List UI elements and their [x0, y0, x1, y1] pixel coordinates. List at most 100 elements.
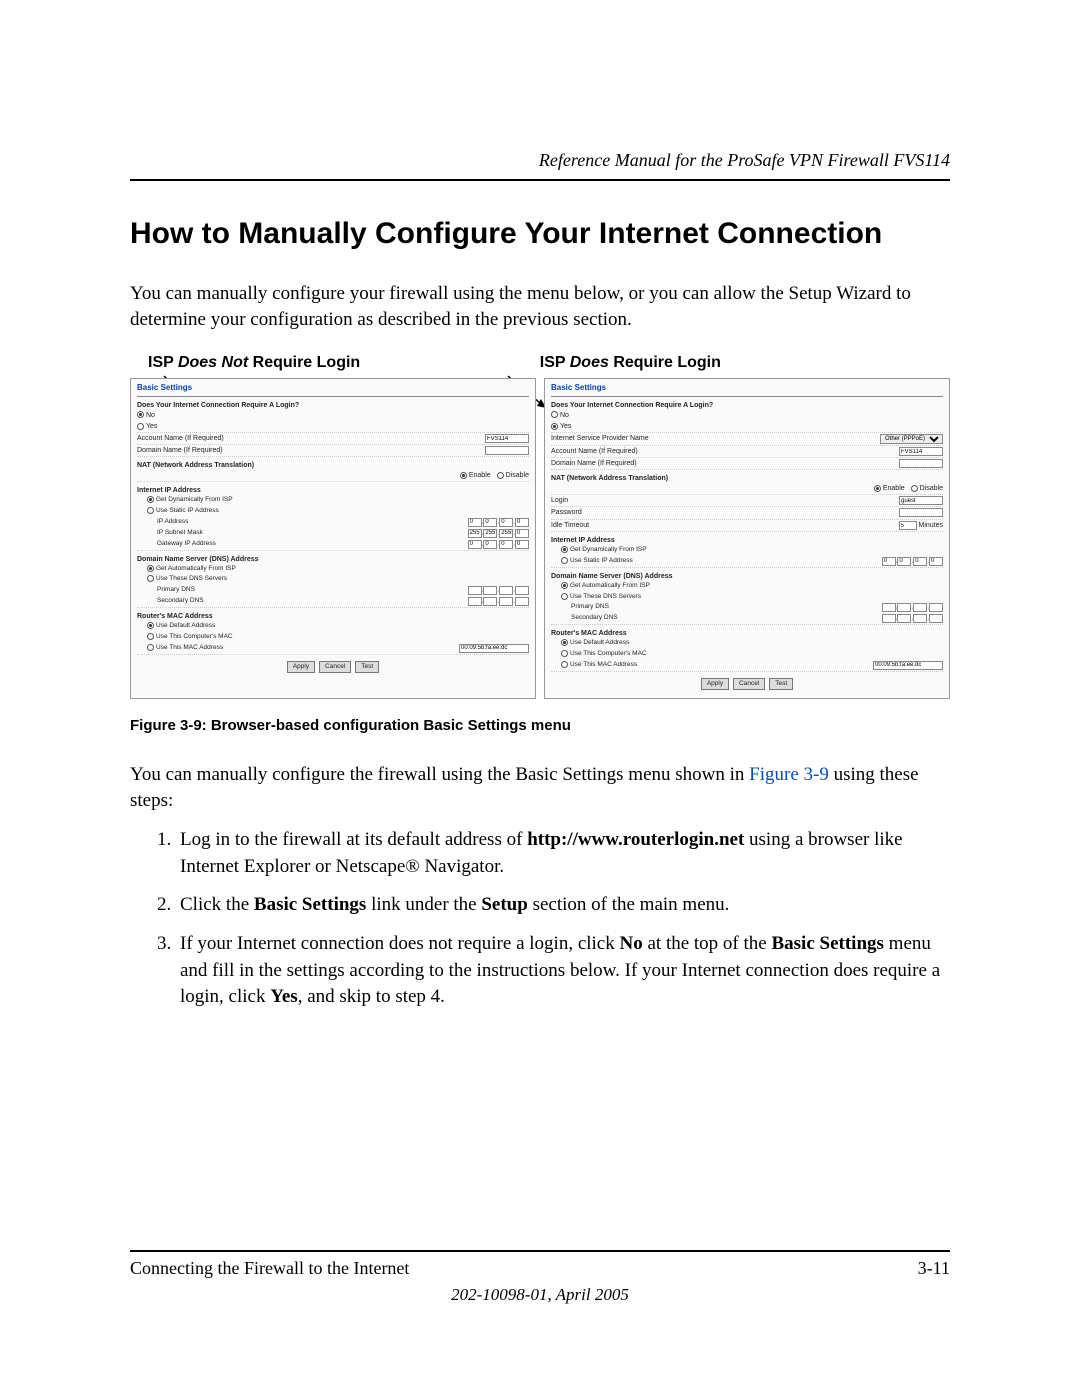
- ip-address-label: IP Address: [147, 518, 188, 526]
- secondary-dns-label: Secondary DNS: [147, 597, 204, 605]
- text: , and skip to step 4.: [298, 986, 445, 1007]
- cancel-button[interactable]: Cancel: [319, 661, 351, 673]
- text: ISP: [148, 354, 178, 371]
- nat-enable-label: Enable: [883, 485, 905, 492]
- ip-address-input[interactable]: ...: [882, 557, 943, 566]
- password-label: Password: [551, 508, 582, 517]
- bold: Yes: [270, 986, 297, 1007]
- text-em: Does Not: [178, 354, 248, 371]
- primary-dns-input[interactable]: ...: [468, 586, 529, 595]
- footer-rule: [130, 1250, 950, 1252]
- ip-address-input[interactable]: ...: [468, 518, 529, 527]
- static-ip-radio[interactable]: [147, 507, 154, 514]
- apply-button[interactable]: Apply: [701, 678, 729, 690]
- primary-dns-input[interactable]: ...: [882, 603, 943, 612]
- text: link under the: [366, 894, 481, 915]
- mac-default-radio[interactable]: [561, 639, 568, 646]
- text: Require Login: [248, 354, 360, 371]
- dns-auto-radio[interactable]: [147, 565, 154, 572]
- radio-no[interactable]: [137, 411, 144, 418]
- dyn-ip-label: Get Dynamically From ISP: [156, 497, 233, 504]
- gateway-input[interactable]: ...: [468, 540, 529, 549]
- secondary-dns-label: Secondary DNS: [561, 614, 618, 622]
- test-button[interactable]: Test: [769, 678, 793, 690]
- post-figure-paragraph: You can manually configure the firewall …: [130, 762, 950, 813]
- mac-thiscomp-radio[interactable]: [561, 650, 568, 657]
- mac-default-label: Use Default Address: [156, 622, 215, 629]
- dns-auto-radio[interactable]: [561, 582, 568, 589]
- nat-enable-radio[interactable]: [460, 472, 467, 479]
- dns-manual-label: Use These DNS Servers: [156, 576, 227, 583]
- bold: No: [620, 933, 643, 954]
- fig-heading-left: ISP Does Not Require Login: [130, 354, 532, 372]
- mac-custom-radio[interactable]: [561, 661, 568, 668]
- mac-input[interactable]: [873, 661, 943, 670]
- account-name-input[interactable]: [485, 434, 529, 443]
- text: If your Internet connection does not req…: [180, 933, 620, 954]
- dns-manual-label: Use These DNS Servers: [570, 593, 641, 600]
- radio-yes[interactable]: [137, 423, 144, 430]
- login-question: Does Your Internet Connection Require A …: [137, 401, 529, 410]
- account-name-label: Account Name (If Required): [137, 434, 224, 443]
- mac-thiscomp-radio[interactable]: [147, 633, 154, 640]
- mac-thiscomp-label: Use This Computer's MAC: [156, 633, 233, 640]
- step-1: Log in to the firewall at its default ad…: [176, 827, 950, 880]
- mac-custom-radio[interactable]: [147, 644, 154, 651]
- figure-crossref-link[interactable]: Figure 3-9: [749, 764, 829, 785]
- text: section of the main menu.: [528, 894, 730, 915]
- cancel-button[interactable]: Cancel: [733, 678, 765, 690]
- subnet-input[interactable]: ...: [468, 529, 529, 538]
- text: Log in to the firewall at its default ad…: [180, 829, 527, 850]
- panel-title: Basic Settings: [137, 383, 529, 396]
- domain-name-label: Domain Name (If Required): [137, 446, 223, 455]
- domain-name-label: Domain Name (If Required): [551, 459, 637, 468]
- fig-heading-right: ISP Does Require Login: [532, 354, 950, 372]
- login-label: Login: [551, 496, 568, 505]
- nat-disable-radio[interactable]: [497, 472, 504, 479]
- dyn-ip-label: Get Dynamically From ISP: [570, 546, 647, 553]
- static-ip-radio[interactable]: [561, 557, 568, 564]
- secondary-dns-input[interactable]: ...: [468, 597, 529, 606]
- idle-input[interactable]: [899, 521, 917, 530]
- text: Require Login: [609, 354, 721, 371]
- static-ip-label: Use Static IP Address: [570, 557, 633, 564]
- static-ip-label: Use Static IP Address: [156, 507, 219, 514]
- default-url: http://www.routerlogin.net: [527, 829, 744, 850]
- nat-disable-radio[interactable]: [911, 485, 918, 492]
- bold: Basic Settings: [771, 933, 883, 954]
- dns-manual-radio[interactable]: [561, 593, 568, 600]
- gateway-label: Gateway IP Address: [147, 540, 216, 548]
- dns-auto-label: Get Automatically From ISP: [570, 582, 650, 589]
- mac-custom-label: Use This MAC Address: [570, 661, 637, 668]
- nat-enable-radio[interactable]: [874, 485, 881, 492]
- dns-manual-radio[interactable]: [147, 575, 154, 582]
- test-button[interactable]: Test: [355, 661, 379, 673]
- mac-input[interactable]: [459, 644, 529, 653]
- figure-3-9: ISP Does Not Require Login ISP Does Requ…: [130, 354, 950, 734]
- isp-select[interactable]: Other (PPPoE): [880, 434, 943, 444]
- mac-label: Router's MAC Address: [137, 612, 529, 621]
- radio-no[interactable]: [551, 411, 558, 418]
- domain-name-input[interactable]: [485, 446, 529, 455]
- password-input[interactable]: [899, 508, 943, 517]
- internet-ip-label: Internet IP Address: [137, 486, 529, 495]
- mac-default-radio[interactable]: [147, 622, 154, 629]
- step-3: If your Internet connection does not req…: [176, 931, 950, 1011]
- secondary-dns-input[interactable]: ...: [882, 614, 943, 623]
- footer-docnum-date: 202-10098-01, April 2005: [130, 1285, 950, 1305]
- radio-yes-label: Yes: [560, 423, 571, 430]
- running-header: Reference Manual for the ProSafe VPN Fir…: [130, 150, 950, 171]
- login-input[interactable]: [899, 496, 943, 505]
- footer-chapter: Connecting the Firewall to the Internet: [130, 1258, 409, 1279]
- radio-yes-label: Yes: [146, 423, 157, 430]
- primary-dns-label: Primary DNS: [561, 603, 609, 611]
- radio-yes[interactable]: [551, 423, 558, 430]
- account-name-input[interactable]: [899, 447, 943, 456]
- domain-name-input[interactable]: [899, 459, 943, 468]
- dyn-ip-radio[interactable]: [561, 546, 568, 553]
- apply-button[interactable]: Apply: [287, 661, 315, 673]
- internet-ip-label: Internet IP Address: [551, 536, 943, 545]
- dns-label: Domain Name Server (DNS) Address: [137, 555, 529, 564]
- dyn-ip-radio[interactable]: [147, 496, 154, 503]
- nat-label: NAT (Network Address Translation): [137, 461, 529, 470]
